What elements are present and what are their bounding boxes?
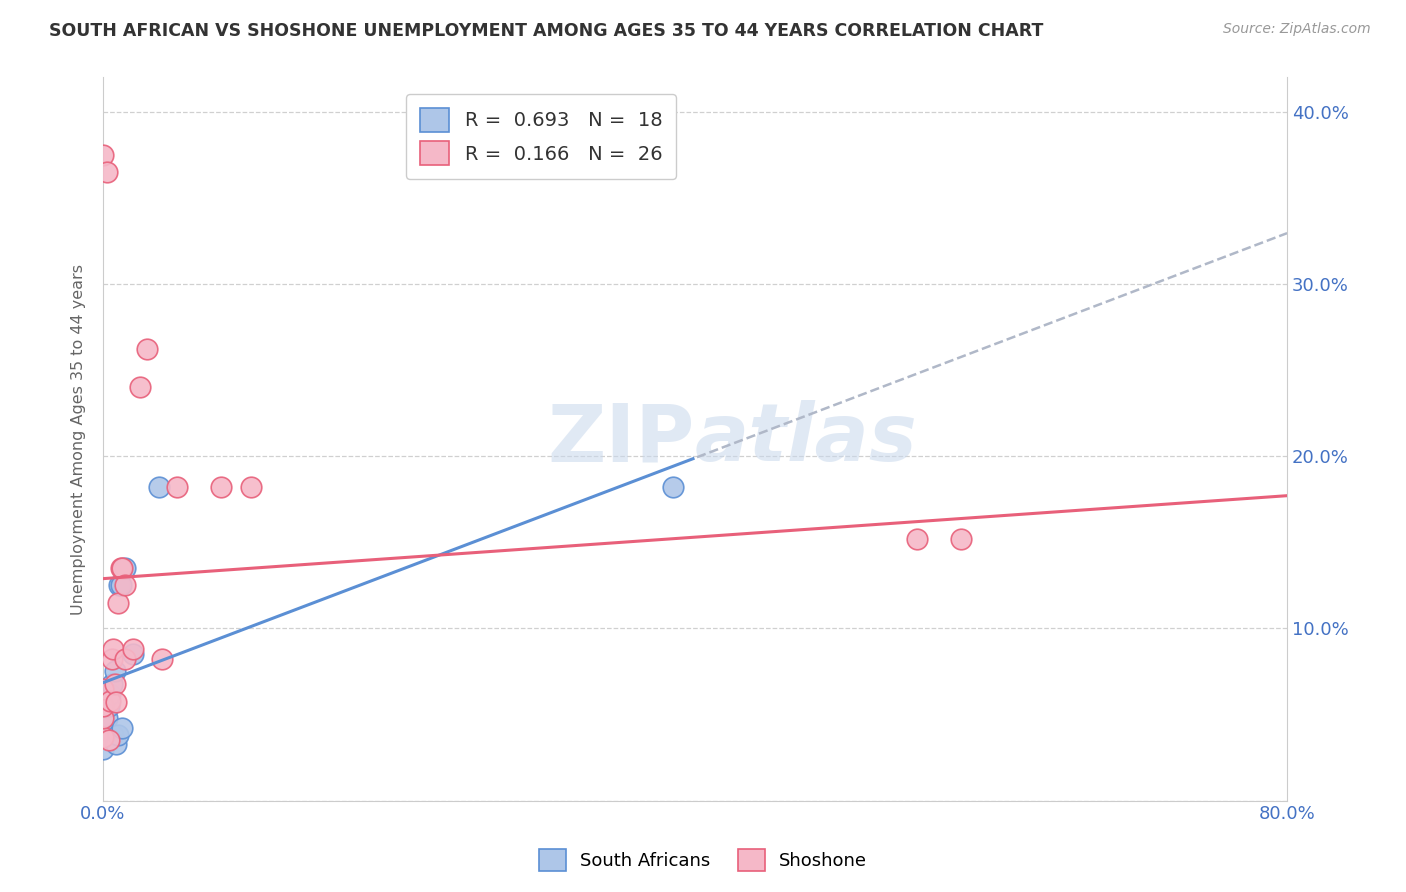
Point bbox=[110, 561, 132, 575]
Point bbox=[121, 647, 143, 661]
Point bbox=[107, 728, 129, 742]
Point bbox=[662, 480, 685, 494]
Text: SOUTH AFRICAN VS SHOSHONE UNEMPLOYMENT AMONG AGES 35 TO 44 YEARS CORRELATION CHA: SOUTH AFRICAN VS SHOSHONE UNEMPLOYMENT A… bbox=[49, 22, 1043, 40]
Point bbox=[114, 652, 136, 666]
Point bbox=[150, 652, 173, 666]
Point bbox=[239, 480, 262, 494]
Point bbox=[104, 676, 127, 690]
Point bbox=[111, 721, 134, 735]
Point bbox=[107, 596, 129, 610]
Point bbox=[111, 561, 134, 575]
Point bbox=[166, 480, 188, 494]
Point bbox=[121, 642, 143, 657]
Point bbox=[96, 711, 118, 725]
Point bbox=[94, 728, 117, 742]
Point bbox=[101, 652, 124, 666]
Y-axis label: Unemployment Among Ages 35 to 44 years: Unemployment Among Ages 35 to 44 years bbox=[72, 263, 86, 615]
Point bbox=[91, 698, 114, 713]
Text: atlas: atlas bbox=[695, 400, 918, 478]
Point bbox=[110, 578, 132, 592]
Text: Source: ZipAtlas.com: Source: ZipAtlas.com bbox=[1223, 22, 1371, 37]
Point bbox=[114, 561, 136, 575]
Point bbox=[148, 480, 170, 494]
Point bbox=[905, 532, 928, 546]
Point bbox=[97, 733, 120, 747]
Point bbox=[108, 578, 131, 592]
Point bbox=[97, 698, 120, 713]
Point bbox=[209, 480, 232, 494]
Text: ZIP: ZIP bbox=[548, 400, 695, 478]
Point bbox=[91, 711, 114, 725]
Point bbox=[950, 532, 973, 546]
Point bbox=[101, 676, 124, 690]
Legend: R =  0.693   N =  18, R =  0.166   N =  26: R = 0.693 N = 18, R = 0.166 N = 26 bbox=[406, 95, 676, 178]
Point bbox=[136, 343, 159, 357]
Point bbox=[96, 165, 118, 179]
Point bbox=[129, 380, 152, 394]
Point bbox=[103, 728, 125, 742]
Point bbox=[104, 665, 127, 679]
Point bbox=[114, 578, 136, 592]
Point bbox=[103, 642, 125, 657]
Point bbox=[91, 681, 114, 696]
Point bbox=[98, 694, 121, 708]
Legend: South Africans, Shoshone: South Africans, Shoshone bbox=[531, 842, 875, 879]
Point bbox=[105, 696, 128, 710]
Point bbox=[91, 148, 114, 162]
Point bbox=[91, 730, 114, 744]
Point bbox=[105, 737, 128, 751]
Point bbox=[98, 687, 121, 701]
Point bbox=[91, 742, 114, 756]
Point bbox=[91, 707, 114, 722]
